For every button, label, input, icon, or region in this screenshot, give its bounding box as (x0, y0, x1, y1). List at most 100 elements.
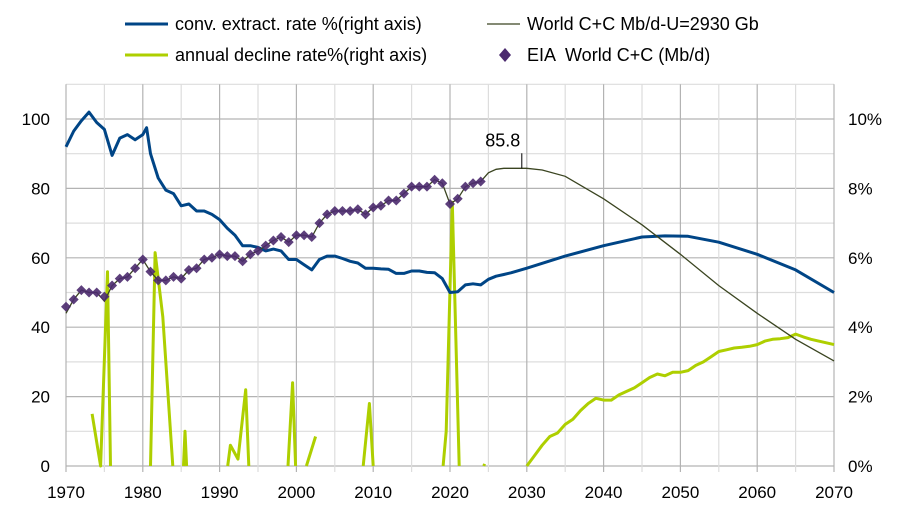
eia-data-point (99, 291, 110, 302)
decline-rate-line (286, 381, 298, 467)
y2-tick-label: 0% (848, 457, 873, 476)
eia-data-point (222, 251, 233, 262)
annotation: 85.8 (485, 130, 523, 169)
eia-data-point (306, 231, 317, 242)
eia-data-point (268, 235, 279, 246)
eia-data-point (107, 280, 118, 291)
eia-data-point (260, 240, 271, 251)
eia-data-point (176, 273, 187, 284)
tick-labels: 1970 1980 1990 2000 2010 2020 2030 2040 2050 2060… (22, 110, 882, 502)
eia-data-point (253, 245, 263, 256)
eia-data-point (229, 251, 240, 262)
decline-rate-line (361, 402, 375, 467)
eia-data-point (84, 287, 95, 298)
eia-data-point (291, 230, 302, 241)
eia-data-point (91, 287, 102, 298)
eia-data-point (214, 249, 225, 260)
eia-data-point (276, 231, 287, 242)
x-tick-label: 2060 (738, 483, 776, 502)
eia-data-point (130, 263, 141, 274)
decline-rate-line (525, 332, 835, 467)
y2-tick-label: 4% (848, 318, 873, 337)
y2-tick-label: 10% (848, 110, 882, 129)
eia-data-point (445, 199, 455, 210)
x-tick-label: 2030 (508, 483, 546, 502)
x-tick-label: 2000 (277, 483, 315, 502)
eia-data-point (191, 263, 202, 274)
y-tick-label: 40 (31, 318, 50, 337)
eia-data-point (314, 218, 325, 229)
eia-data-point (414, 181, 425, 192)
x-tick-label: 1990 (201, 483, 239, 502)
eia-data-point (468, 178, 479, 189)
eia-data-point (245, 249, 256, 260)
eia-data-point (368, 202, 379, 213)
decline-rate-line (441, 200, 461, 467)
y-tick-label: 0 (41, 457, 50, 476)
y-tick-label: 80 (31, 179, 50, 198)
eia-data-point (406, 181, 417, 192)
eia-data-point (68, 294, 79, 305)
x-tick-label: 2040 (585, 483, 623, 502)
legend-label-world-cc: World C+C Mb/d-U=2930 Gb (527, 14, 759, 34)
eia-data-point (299, 230, 310, 241)
eia-data-point (237, 256, 248, 267)
eia-data-point (283, 237, 294, 248)
eia-data-point (398, 188, 409, 199)
decline-rate-line (226, 388, 251, 467)
y-tick-label: 20 (31, 388, 50, 407)
x-tick-label: 2020 (431, 483, 469, 502)
decline-rate-line (304, 436, 318, 467)
eia-data-point (122, 271, 133, 282)
eia-data-point (337, 205, 348, 216)
legend-label-extract-rate: conv. extract. rate %(right axis) (175, 14, 422, 34)
eia-data-point (391, 195, 402, 206)
eia-data-point (145, 266, 156, 277)
eia-data-point (160, 275, 171, 286)
y2-tick-label: 2% (848, 388, 873, 407)
decline-rate-line (90, 270, 112, 468)
eia-data-point (61, 301, 71, 312)
eia-data-point (199, 254, 210, 265)
eia-data-point (153, 275, 164, 286)
x-tick-label: 2010 (354, 483, 392, 502)
legend-key-eia-diamond (499, 48, 511, 62)
eia-data-point (137, 254, 148, 265)
eia-data-point (429, 174, 440, 185)
series-layer (61, 110, 835, 468)
y-tick-label: 100 (22, 110, 50, 129)
y2-tick-label: 8% (848, 179, 873, 198)
x-tick-label: 2050 (661, 483, 699, 502)
eia-data-point (375, 200, 386, 211)
decline-rate-line (482, 463, 487, 467)
extract-rate-line (64, 110, 835, 294)
x-tick-label: 2070 (815, 483, 853, 502)
decline-rate-line (182, 429, 189, 467)
eia-data-point (168, 271, 179, 282)
eia-data-point (329, 205, 340, 216)
eia-data-point (460, 181, 471, 192)
eia-data-point (206, 252, 217, 263)
eia-data-point (475, 176, 486, 187)
eia-data-point (421, 181, 432, 192)
x-tick-label: 1980 (124, 483, 162, 502)
eia-data-point (322, 209, 333, 220)
y-tick-label: 60 (31, 249, 50, 268)
eia-data-point (76, 285, 87, 296)
x-tick-label: 1970 (47, 483, 85, 502)
legend-label-eia: EIA World C+C (Mb/d) (527, 45, 710, 65)
eia-data-point (452, 193, 463, 204)
eia-data-point (183, 264, 194, 275)
y2-tick-label: 6% (848, 249, 873, 268)
decline-rate-line (149, 251, 175, 467)
eia-data-point (352, 204, 363, 215)
eia-data-point (360, 209, 371, 220)
eia-data-point (345, 205, 356, 216)
eia-data-point (383, 195, 394, 206)
annotation-label: 85.8 (485, 130, 520, 150)
eia-data-point (114, 273, 125, 284)
grid (65, 83, 835, 472)
legend-label-decline-rate: annual decline rate%(right axis) (175, 45, 427, 65)
eia-data-point (437, 178, 448, 189)
